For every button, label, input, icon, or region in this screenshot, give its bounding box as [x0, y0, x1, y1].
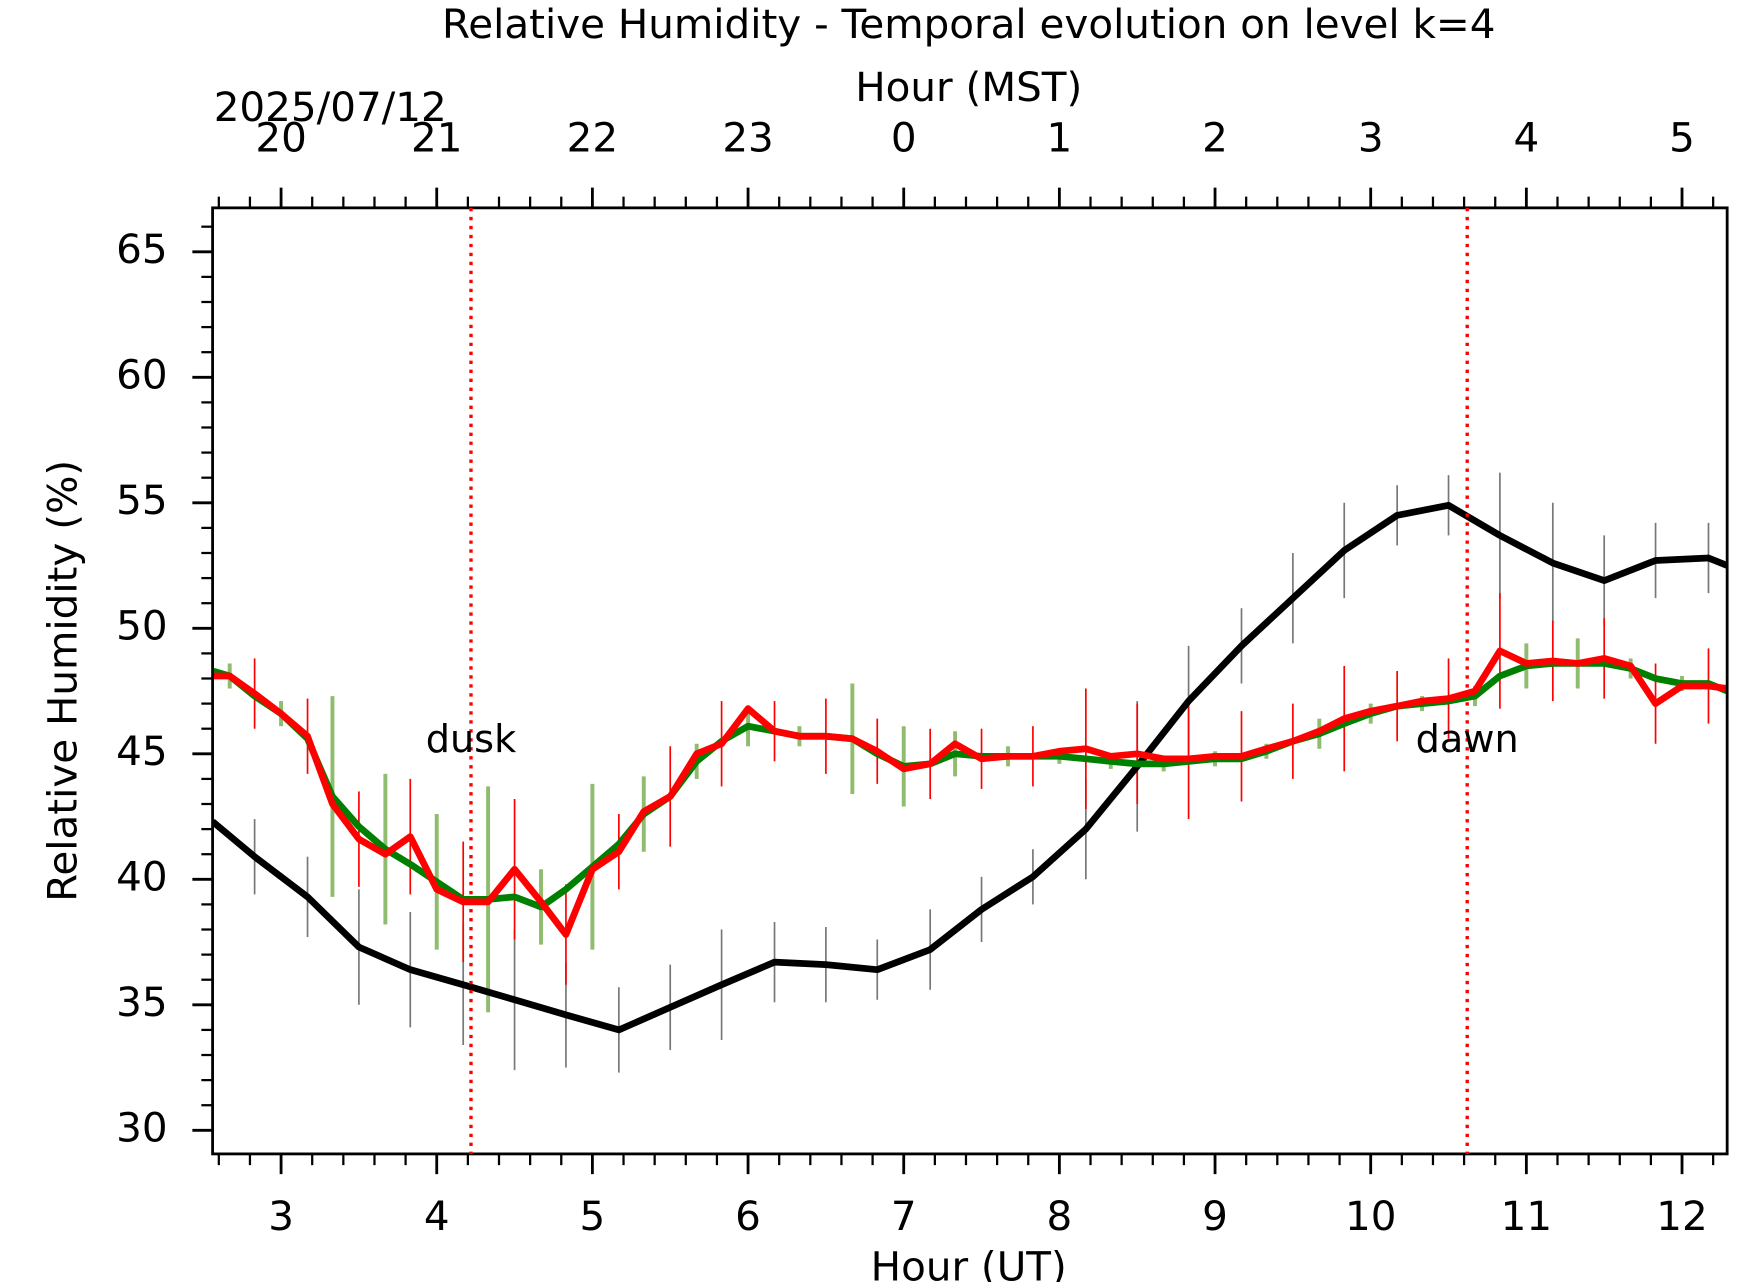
- data-line: [212, 501, 1728, 1034]
- x2-tick-label: 23: [722, 113, 773, 161]
- x2-tick-label: 20: [255, 113, 306, 161]
- y-tick-label: 30: [116, 1103, 167, 1151]
- x2-tick-label: 22: [567, 113, 618, 161]
- x-tick-label: 9: [1202, 1192, 1228, 1240]
- x2-tick-label: 2: [1202, 113, 1228, 161]
- y-tick-label: 40: [116, 852, 167, 900]
- x-tick-label: 11: [1501, 1192, 1552, 1240]
- plot-area: [212, 472, 1728, 1073]
- plot-frame: [211, 206, 1729, 1156]
- y-tick-label: 60: [116, 350, 167, 398]
- x-tick-label: 12: [1656, 1192, 1707, 1240]
- vertical-marker-label: dawn: [1416, 718, 1519, 762]
- x-tick-label: 5: [580, 1192, 606, 1240]
- x2-tick-label: 21: [411, 113, 462, 161]
- y-tick-label: 55: [116, 476, 167, 524]
- x-tick-label: 8: [1047, 1192, 1073, 1240]
- x2-tick-label: 5: [1669, 113, 1695, 161]
- x-tick-label: 4: [424, 1192, 450, 1240]
- x-tick-label: 7: [891, 1192, 917, 1240]
- x2-tick-label: 0: [891, 113, 917, 161]
- data-line: [212, 647, 1728, 938]
- y-axis-label: Relative Humidity (%): [38, 460, 86, 902]
- y-tick-label: 35: [116, 978, 167, 1026]
- x-tick-label: 10: [1345, 1192, 1396, 1240]
- date-annotation: 2025/07/12: [214, 83, 447, 131]
- x-axis-label: Hour (UT): [871, 1243, 1067, 1282]
- x2-tick-label: 3: [1358, 113, 1384, 161]
- x2-tick-label: 4: [1513, 113, 1539, 161]
- x2-tick-label: 1: [1047, 113, 1073, 161]
- top-axis-label: Hour (MST): [855, 63, 1082, 111]
- x-tick-label: 3: [268, 1192, 294, 1240]
- chart-title: Relative Humidity - Temporal evolution o…: [442, 0, 1496, 48]
- y-tick-label: 65: [116, 225, 167, 273]
- vertical-marker-label: dusk: [426, 718, 516, 762]
- y-tick-label: 45: [116, 727, 167, 775]
- y-tick-label: 50: [116, 601, 167, 649]
- x-tick-label: 6: [735, 1192, 761, 1240]
